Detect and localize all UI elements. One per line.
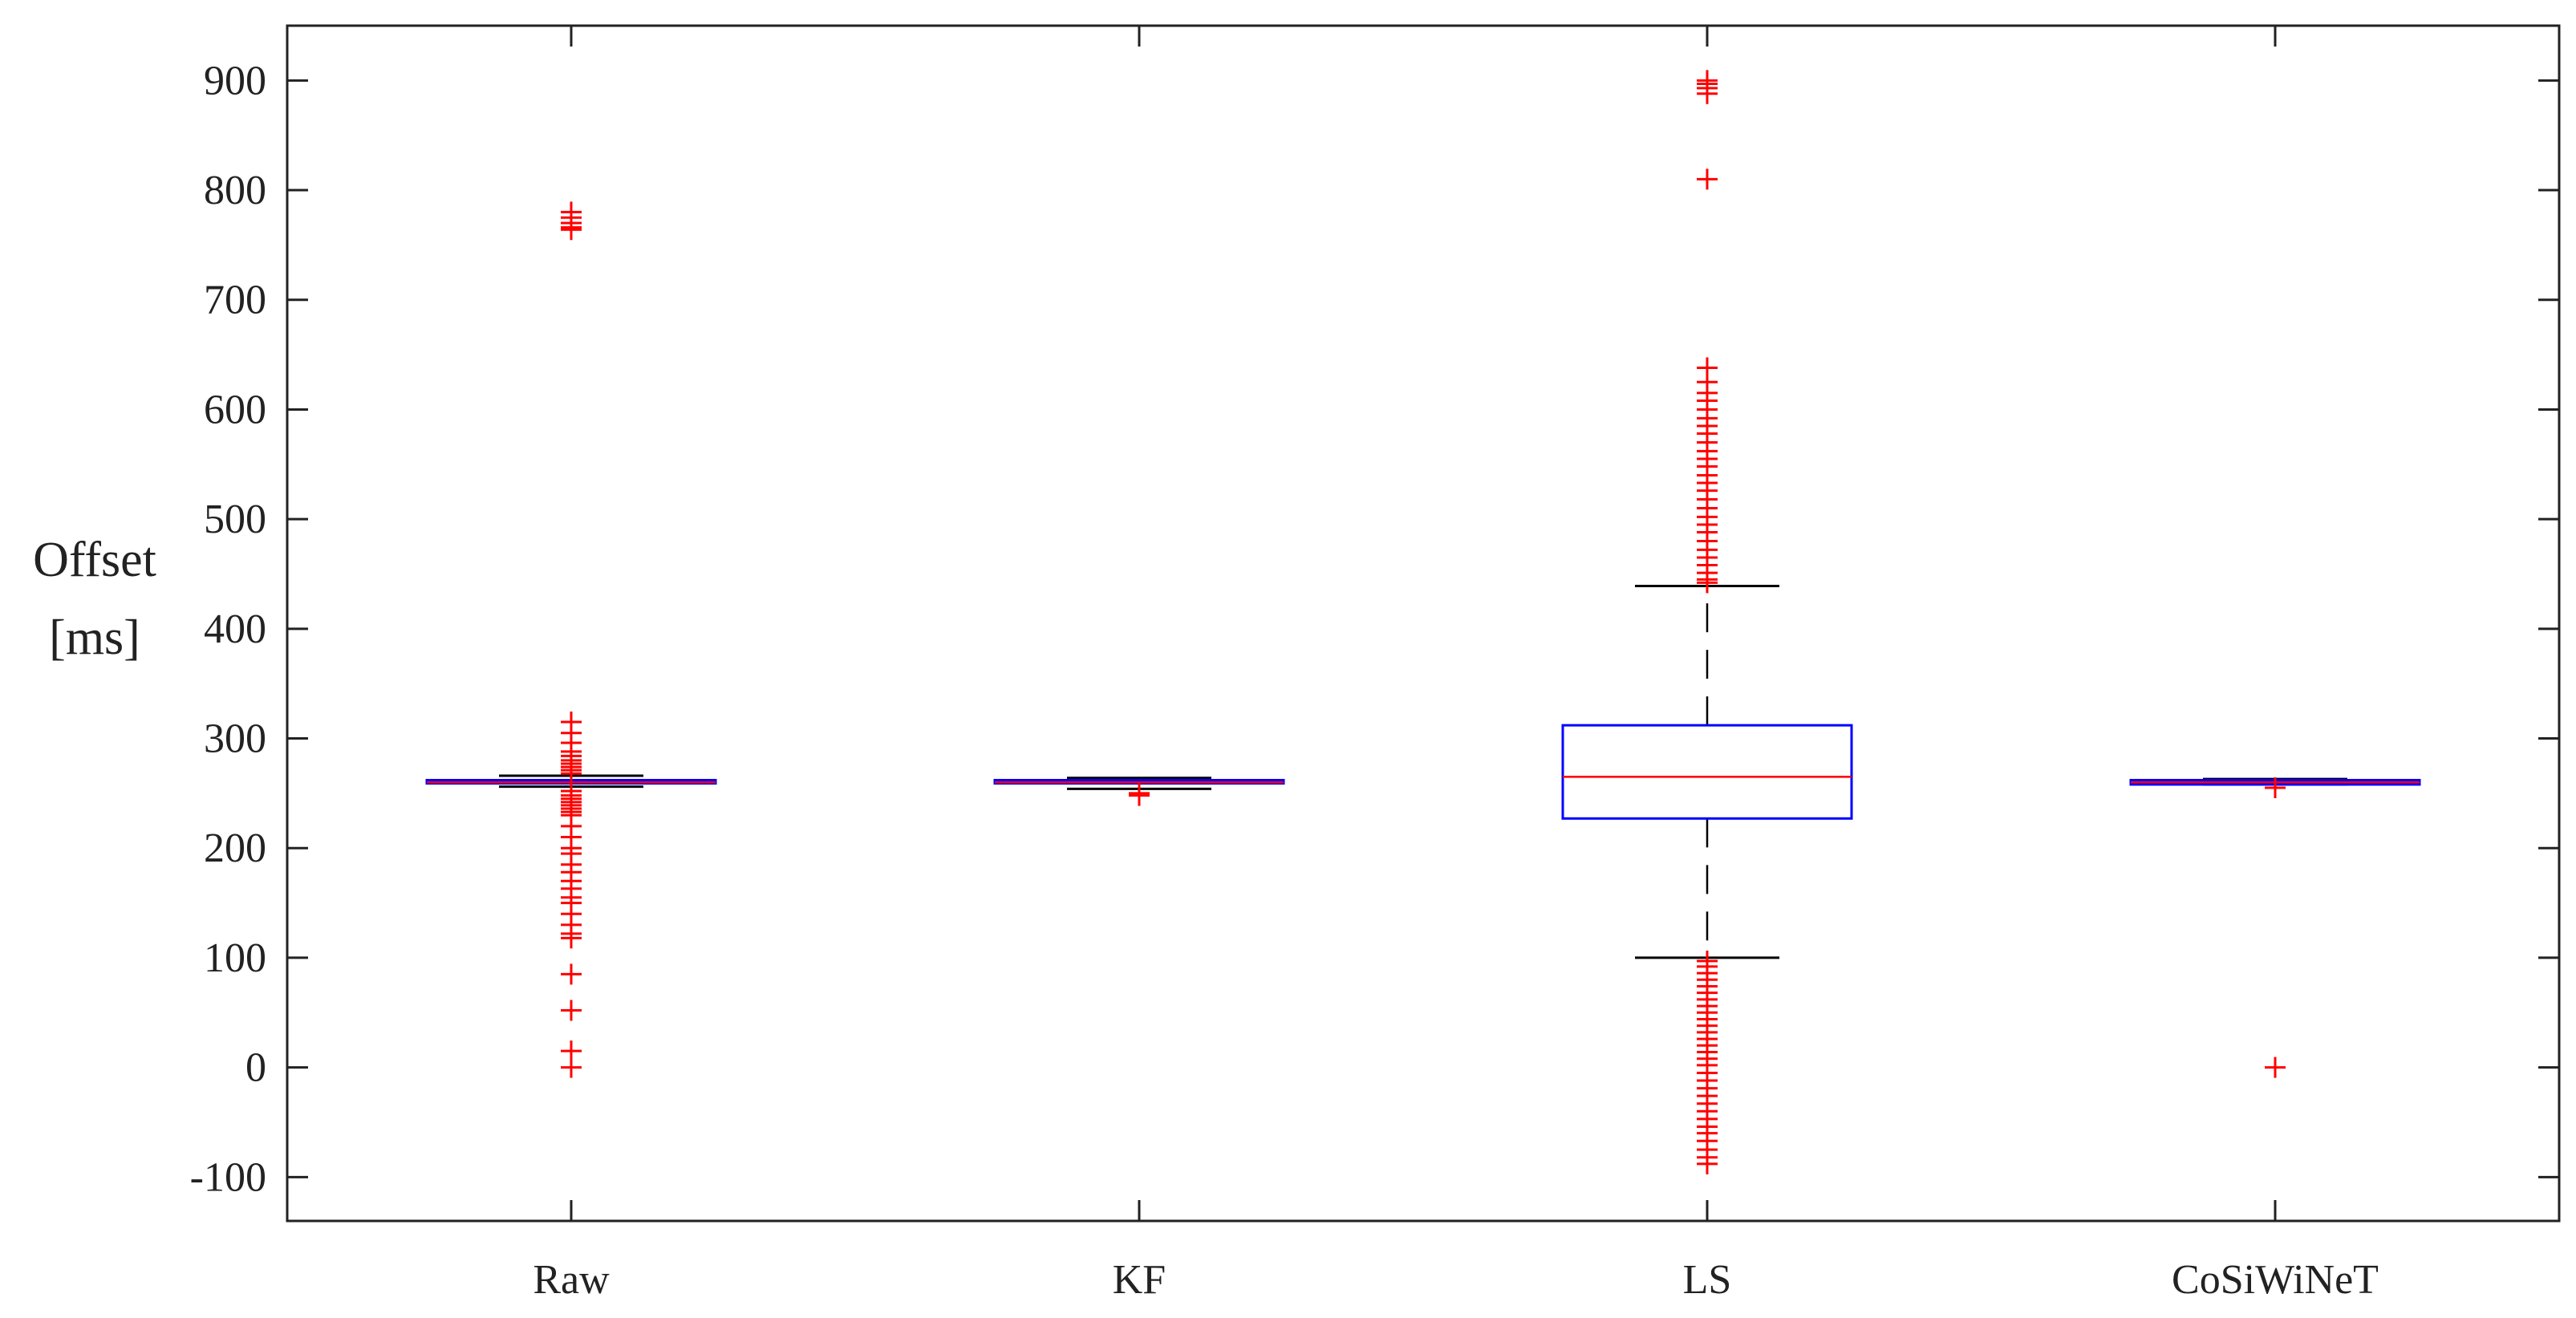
y-tick-label: 600: [204, 387, 266, 432]
outlier-point: [561, 1056, 582, 1078]
y-tick-label: 100: [204, 935, 266, 981]
plot-area: -100 0 100 200 300 400 500 600 700 800 900 Raw KF LS C…: [190, 24, 2561, 1303]
y-tick-label: 800: [204, 168, 266, 213]
iqr-box: [1561, 724, 1853, 820]
y-axis-label-line-2: [ms]: [49, 610, 140, 665]
y-tick-label: -100: [190, 1154, 266, 1200]
outlier-point: [1697, 168, 1718, 190]
y-axis-label: Offset [ms]: [33, 533, 156, 665]
outlier-point: [561, 963, 582, 985]
y-tick-label: 300: [204, 716, 266, 762]
y-tick-label: 500: [204, 497, 266, 542]
x-tick-label: CoSiWiNeT: [2172, 1257, 2379, 1303]
x-tick-label: LS: [1683, 1257, 1732, 1303]
outlier-point: [2265, 777, 2286, 799]
y-tick-label: 700: [204, 278, 266, 323]
y-tick-label: 400: [204, 606, 266, 652]
outlier-point: [1697, 572, 1718, 594]
y-tick-label: 200: [204, 825, 266, 871]
outlier-point: [2265, 1056, 2286, 1078]
y-axis-label-line-1: Offset: [33, 533, 156, 587]
x-tick-label: KF: [1113, 1257, 1166, 1303]
y-tick-label: 0: [245, 1045, 266, 1091]
y-tick-label: 900: [204, 58, 266, 103]
axes-frame: [286, 24, 2561, 1223]
outlier-point: [1697, 83, 1718, 104]
outlier-point: [1129, 785, 1150, 806]
x-tick-label: Raw: [533, 1257, 610, 1303]
outlier-point: [561, 763, 582, 785]
outlier-point: [561, 927, 582, 949]
outlier-point: [1697, 1153, 1718, 1174]
outlier-point: [561, 219, 582, 241]
outlier-point: [561, 1000, 582, 1021]
